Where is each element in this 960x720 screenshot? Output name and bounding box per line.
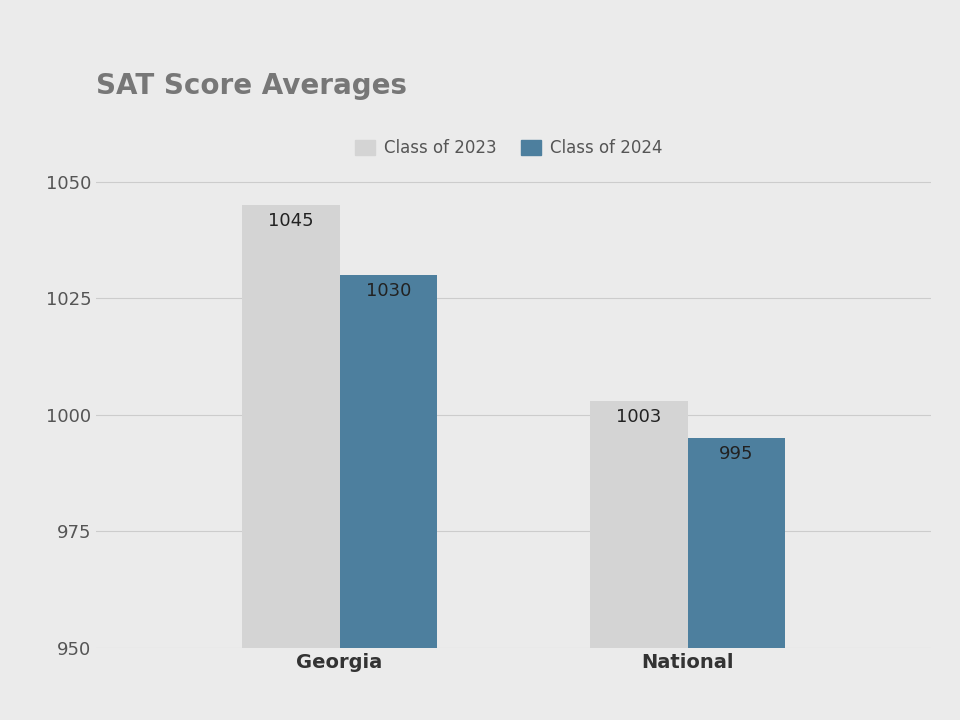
Bar [590,401,687,720]
Text: 1030: 1030 [366,282,411,300]
Text: 1045: 1045 [268,212,314,230]
Bar [687,438,785,720]
Text: 1003: 1003 [616,408,661,426]
Text: 995: 995 [719,445,754,463]
Bar [242,205,340,720]
Legend: Class of 2023, Class of 2024: Class of 2023, Class of 2024 [348,131,670,166]
Text: SAT Score Averages: SAT Score Averages [96,72,407,100]
Bar [340,275,437,720]
